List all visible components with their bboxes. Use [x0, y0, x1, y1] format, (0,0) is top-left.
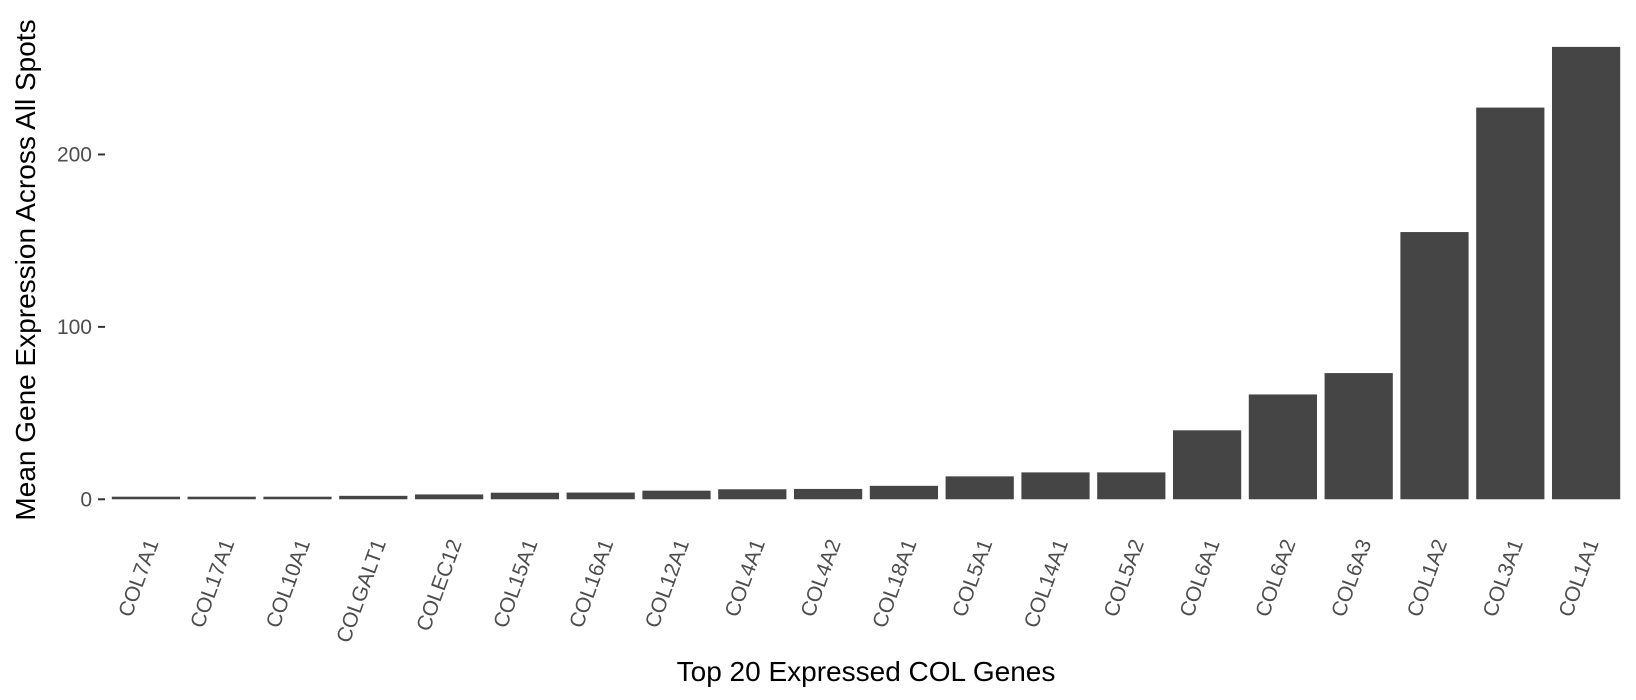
bar-col4a2	[793, 488, 863, 500]
bar-col17a1	[187, 496, 256, 500]
bars	[111, 46, 1621, 500]
x-tick-label: COL6A2	[1251, 536, 1300, 620]
bar-col3a1	[1476, 107, 1545, 500]
x-tick-label: COL6A3	[1327, 536, 1376, 620]
bar-col5a2	[1097, 472, 1166, 500]
bar-col4a1	[718, 489, 787, 500]
bar-col5a1	[945, 476, 1014, 500]
y-axis-ticks: 0 100 200	[57, 143, 105, 511]
x-tick-label: COLGALT1	[332, 536, 391, 646]
bar-col14a1	[1021, 472, 1090, 500]
x-tick-label: COL1A2	[1403, 536, 1452, 620]
bar-col6a2	[1248, 394, 1318, 500]
x-tick-label: COL1A1	[1555, 536, 1604, 620]
bar-col12a1	[642, 490, 711, 500]
bar-col6a3	[1324, 373, 1393, 500]
x-tick-label: COL5A2	[1100, 536, 1149, 620]
y-tick-label: 100	[57, 316, 92, 339]
x-tick-label: COL4A1	[721, 536, 770, 620]
x-tick-label: COL7A1	[114, 536, 163, 620]
x-tick-label: COL16A1	[565, 536, 618, 631]
x-tick-label: COL3A1	[1479, 536, 1528, 620]
bar-col15a1	[490, 492, 560, 500]
x-axis-ticks: COL7A1 COL17A1 COL10A1 COLGALT1 COLEC12 COL15…	[114, 536, 1603, 646]
bar-colec12	[414, 494, 484, 500]
x-tick-label: COL5A1	[948, 536, 997, 620]
bar-col18a1	[869, 485, 939, 500]
x-tick-label: COL4A2	[797, 536, 846, 620]
x-tick-label: COL15A1	[489, 536, 542, 631]
x-tick-label: COL10A1	[262, 536, 315, 631]
y-tick-label: 0	[80, 488, 92, 511]
bar-col1a2	[1400, 232, 1469, 500]
x-tick-label: COL6A1	[1176, 536, 1225, 620]
x-tick-label: COLEC12	[412, 536, 466, 634]
bar-colgalt1	[339, 495, 408, 500]
x-tick-label: COL14A1	[1020, 536, 1073, 631]
x-tick-label: COL12A1	[641, 536, 694, 631]
x-axis-title: Top 20 Expressed COL Genes	[677, 656, 1056, 687]
y-tick-label: 200	[57, 143, 92, 166]
bar-col1a1	[1551, 46, 1621, 500]
bar-col7a1	[111, 496, 181, 500]
y-axis-title: Mean Gene Expression Across All Spots	[10, 19, 41, 520]
bar-col10a1	[263, 496, 332, 500]
x-tick-label: COL18A1	[868, 536, 921, 631]
bar-col6a1	[1172, 430, 1242, 500]
bar-col16a1	[566, 492, 635, 500]
x-tick-label: COL17A1	[186, 536, 239, 631]
